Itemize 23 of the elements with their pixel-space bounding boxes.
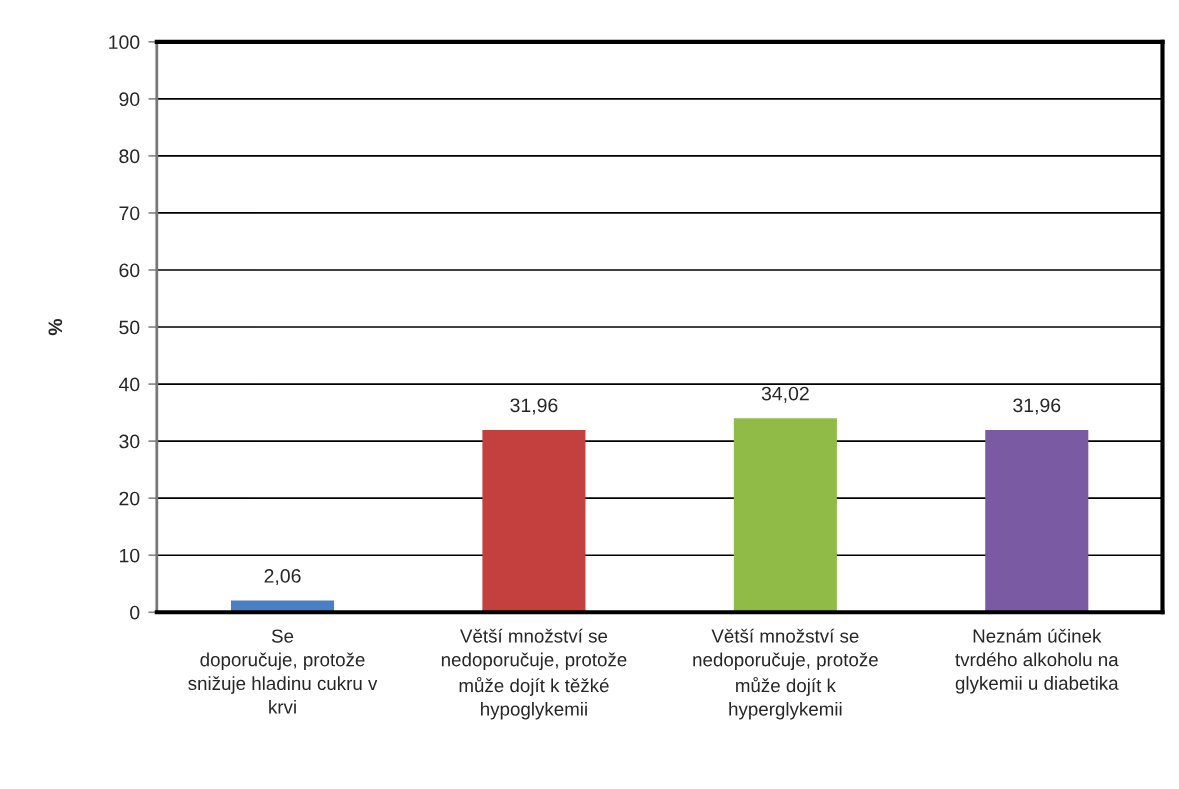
x-tick-label: Větší množství se nedoporučuje, protože může dojít k hyperglykemii bbox=[693, 628, 878, 720]
data-label: 31,96 bbox=[1013, 398, 1061, 415]
x-tick-label: Větší množství se nedoporučuje, protože může dojít k těžké hypoglykemii bbox=[441, 628, 627, 720]
y-tick-label: 80 bbox=[119, 149, 140, 164]
y-tick-label: 20 bbox=[119, 491, 140, 506]
x-tick-label: Neznám účinek tvrdého alkoholu na glykemii u diabetika bbox=[955, 628, 1119, 694]
y-tick-label: 50 bbox=[119, 320, 140, 335]
y-axis-title: % bbox=[48, 318, 63, 336]
y-tick-label: 60 bbox=[119, 263, 140, 278]
y-tick-label: 10 bbox=[120, 548, 140, 563]
x-tick-label: Se doporučuje, protože snižuje hladinu cukru v krvi bbox=[188, 629, 378, 714]
y-tick-label: 0 bbox=[130, 605, 140, 620]
y-tick-label: 30 bbox=[119, 434, 140, 449]
y-tick-label: 40 bbox=[118, 377, 140, 392]
data-label: 34,02 bbox=[761, 386, 809, 403]
bar bbox=[985, 429, 1089, 613]
bar bbox=[482, 429, 586, 613]
data-label: 2,06 bbox=[264, 569, 301, 586]
y-tick-label: 90 bbox=[119, 92, 140, 107]
y-tick-label: 100 bbox=[109, 35, 140, 50]
data-label: 31,96 bbox=[510, 398, 558, 415]
y-tick-label: 70 bbox=[119, 206, 140, 221]
bar bbox=[733, 418, 837, 613]
